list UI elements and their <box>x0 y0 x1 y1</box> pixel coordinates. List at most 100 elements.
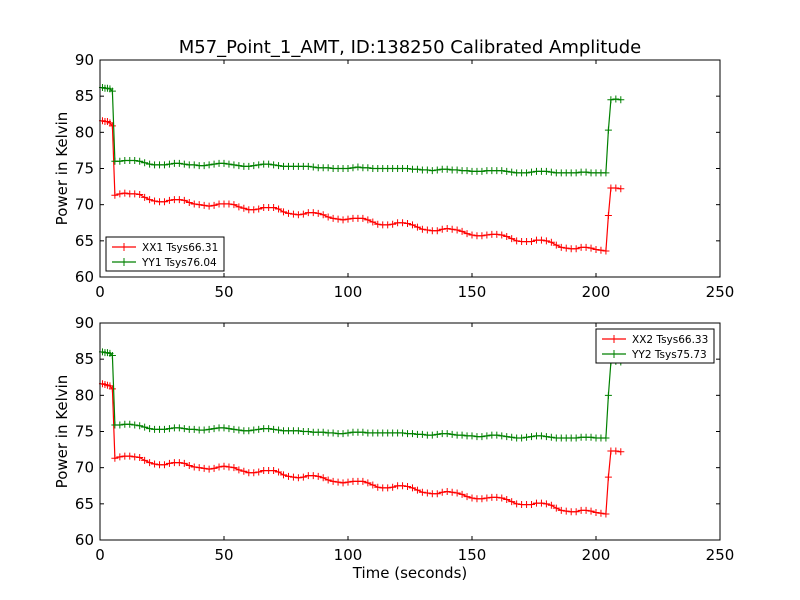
data-point-marker <box>200 426 208 434</box>
data-point-marker <box>443 488 451 496</box>
data-point-marker <box>309 472 317 480</box>
data-point-marker <box>344 478 352 486</box>
data-point-marker <box>498 432 506 440</box>
x-tick-label: 150 <box>458 546 487 564</box>
data-point-marker <box>453 166 461 174</box>
data-point-marker <box>108 352 116 360</box>
data-point-marker <box>513 500 521 508</box>
data-point-marker <box>602 434 610 442</box>
data-point-marker <box>141 159 149 167</box>
data-point-marker <box>230 425 238 433</box>
data-point-marker <box>270 204 278 212</box>
y-tick-label: 85 <box>75 350 94 368</box>
data-point-marker <box>270 161 278 169</box>
data-point-marker <box>528 238 536 246</box>
data-point-marker <box>418 430 426 438</box>
data-point-marker <box>587 433 595 441</box>
data-point-marker <box>230 161 238 169</box>
data-point-marker <box>205 425 213 433</box>
data-point-marker <box>404 165 412 172</box>
data-point-marker <box>304 428 312 435</box>
data-point-marker <box>334 215 342 223</box>
data-point-marker <box>478 433 486 441</box>
y-tick-label: 75 <box>75 423 94 441</box>
data-point-marker <box>518 434 526 442</box>
data-point-marker <box>423 226 431 234</box>
data-point-marker <box>344 429 352 437</box>
data-point-marker <box>582 506 590 514</box>
data-point-marker <box>528 433 536 441</box>
data-point-marker <box>319 211 327 219</box>
data-point-marker <box>582 243 590 251</box>
data-point-marker <box>235 426 243 434</box>
legend-swatch-marker <box>610 335 618 343</box>
data-point-marker <box>151 460 159 468</box>
data-point-marker <box>604 212 612 220</box>
data-point-marker <box>185 198 193 206</box>
data-point-marker <box>478 167 486 175</box>
y-tick-label: 80 <box>75 123 94 141</box>
data-point-marker <box>607 96 615 104</box>
data-point-marker <box>324 164 332 172</box>
data-point-marker <box>404 219 412 227</box>
data-point-marker <box>284 472 292 480</box>
data-point-marker <box>418 225 426 233</box>
data-point-marker <box>165 425 173 433</box>
data-point-marker <box>250 426 258 434</box>
data-point-marker <box>508 498 516 506</box>
legend-swatch-marker <box>120 243 128 251</box>
data-point-marker <box>126 420 134 428</box>
data-point-marker <box>165 196 173 204</box>
y-tick-label: 70 <box>75 459 94 477</box>
data-point-marker <box>299 210 307 218</box>
data-point-marker <box>478 232 486 240</box>
data-point-marker <box>408 221 416 229</box>
data-point-marker <box>413 165 421 173</box>
data-point-marker <box>245 162 253 170</box>
data-point-marker <box>200 201 208 209</box>
data-point-marker <box>364 216 372 224</box>
data-point-marker <box>339 216 347 224</box>
data-point-marker <box>537 236 545 244</box>
data-point-marker <box>557 243 565 251</box>
data-point-marker <box>116 453 124 461</box>
data-point-marker <box>458 431 466 439</box>
data-point-marker <box>255 205 263 213</box>
data-point-marker <box>141 456 149 464</box>
data-point-marker <box>200 162 208 170</box>
data-point-marker <box>359 477 367 485</box>
data-point-marker <box>160 198 168 206</box>
data-point-marker <box>493 230 501 238</box>
chart-panel-2: 0 50 100 150 200 250 60 65 70 75 80 85 90 Power in Ke… <box>53 314 734 564</box>
y-tick-label: 70 <box>75 196 94 214</box>
x-tick-label: 100 <box>334 283 363 301</box>
legend-entry-label: XX1 Tsys66.31 <box>142 242 218 254</box>
data-point-marker <box>275 162 283 170</box>
data-point-marker <box>146 425 154 433</box>
data-point-marker <box>225 200 233 208</box>
data-point-marker <box>423 489 431 497</box>
data-point-marker <box>225 160 233 168</box>
data-point-marker <box>175 424 183 432</box>
data-point-marker <box>265 425 273 433</box>
data-point-marker <box>270 467 278 475</box>
data-point-marker <box>602 510 610 518</box>
data-point-marker <box>255 468 263 476</box>
data-point-marker <box>225 425 233 433</box>
data-point-marker <box>468 494 476 502</box>
data-point-marker <box>433 227 441 235</box>
data-point-marker <box>572 508 580 516</box>
data-point-marker <box>235 203 243 211</box>
legend: XX1 Tsys66.31 YY1 Tsys76.04 <box>105 236 225 272</box>
data-point-marker <box>513 237 521 245</box>
data-point-marker <box>483 432 491 440</box>
data-point-marker <box>528 501 536 509</box>
data-point-marker <box>508 168 516 176</box>
data-point-marker <box>413 223 421 231</box>
data-point-marker <box>557 506 565 514</box>
data-point-marker <box>354 163 362 171</box>
data-point-marker <box>190 463 198 471</box>
data-point-marker <box>116 190 124 198</box>
x-axis-label: Time (seconds) <box>352 564 468 582</box>
data-point-marker <box>503 495 511 503</box>
